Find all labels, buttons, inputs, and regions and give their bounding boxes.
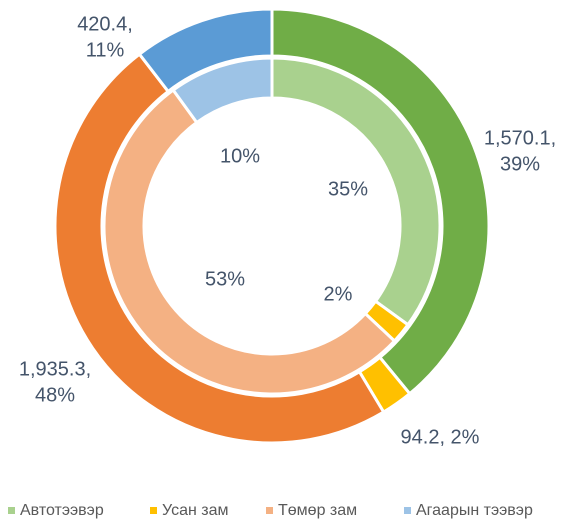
- data-label: 94.2, 2%: [401, 426, 480, 448]
- data-label: 2%: [324, 283, 353, 305]
- legend-marker: [8, 507, 15, 514]
- donut-slice: [171, 56, 274, 125]
- data-label: 39%: [500, 153, 540, 175]
- data-label: 11%: [86, 39, 125, 61]
- legend-label: Төмөр зам: [278, 502, 357, 519]
- donut-slice: [137, 7, 274, 94]
- data-label: 1,570.1,: [484, 127, 556, 149]
- legend-marker: [404, 507, 411, 514]
- data-label: 48%: [35, 384, 75, 406]
- donut-slice: [102, 87, 397, 396]
- data-label: 53%: [205, 268, 245, 290]
- data-label: 10%: [220, 145, 260, 167]
- legend-marker: [150, 507, 157, 514]
- data-label: 420.4,: [77, 13, 133, 35]
- legend-marker: [266, 507, 273, 514]
- legend-label: Автотээвэр: [20, 502, 104, 519]
- data-label: 1,935.3,: [19, 358, 91, 380]
- donut-slice: [270, 56, 442, 327]
- donut-slice: [53, 52, 386, 445]
- legend-label: Агаарын тээвэр: [416, 502, 533, 519]
- data-label: 35%: [328, 178, 368, 200]
- donut-slice: [270, 7, 491, 396]
- legend-label: Усан зам: [162, 502, 229, 519]
